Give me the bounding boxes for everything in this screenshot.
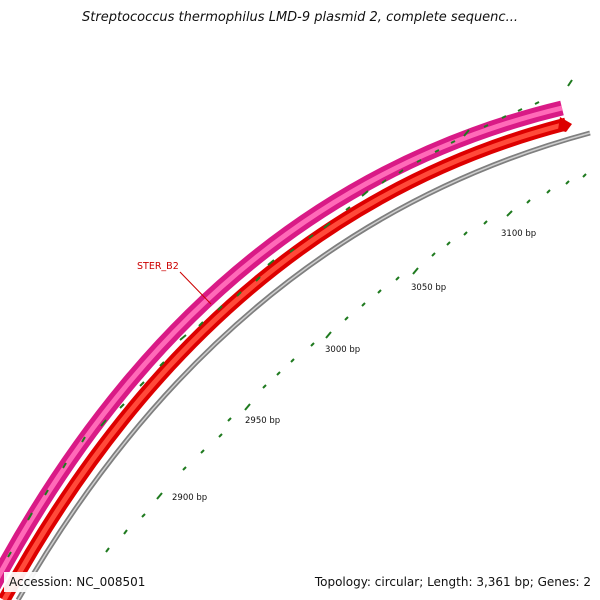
backbone-arc	[15, 130, 591, 600]
gene-feature-outer[interactable]	[0, 100, 564, 600]
outer-tick-row	[7, 79, 573, 558]
scale-label-3000: 3000 bp	[325, 345, 360, 355]
topology-summary: Topology: circular; Length: 3,361 bp; Ge…	[309, 572, 596, 592]
feature-label-leader	[179, 271, 212, 305]
scale-label-2950: 2950 bp	[245, 416, 280, 426]
accession-text: Accession: NC_008501	[4, 572, 151, 592]
feature-label-ster-b2[interactable]: STER_B2	[137, 261, 179, 272]
scale-label-3050: 3050 bp	[411, 283, 446, 293]
gene-feature-inner-arrowhead	[558, 117, 572, 132]
map-title: Streptococcus thermophilus LMD-9 plasmid…	[82, 10, 518, 25]
scale-tick-row	[105, 173, 587, 553]
gene-feature-inner[interactable]	[0, 117, 568, 600]
scale-label-2900: 2900 bp	[172, 493, 207, 503]
scale-label-3100: 3100 bp	[501, 229, 536, 239]
